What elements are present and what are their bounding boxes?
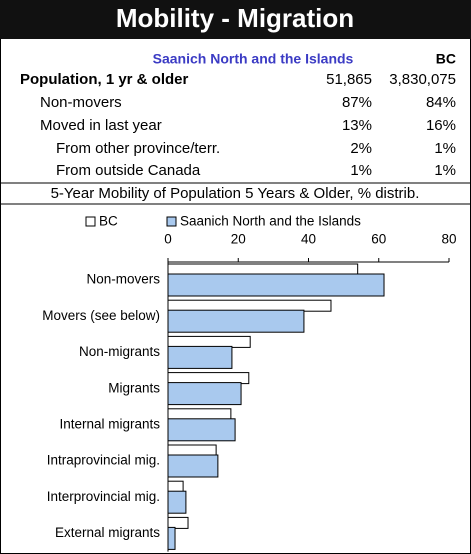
title: Mobility - Migration [116, 3, 354, 33]
bar [167, 516, 189, 529]
cell: 3,830,075 [389, 71, 456, 88]
chart-title: 5-Year Mobility of Population 5 Years & … [51, 185, 420, 202]
row-label: From other province/terr. [56, 140, 220, 157]
bar [167, 490, 187, 514]
bar [167, 372, 250, 385]
bar [167, 418, 236, 442]
cell: 1% [434, 140, 456, 157]
row-label: Non-movers [40, 94, 122, 111]
cell: 16% [426, 117, 456, 134]
bar [167, 345, 233, 369]
cell: 1% [350, 162, 372, 179]
cell: 84% [426, 94, 456, 111]
x-tick-label: 40 [301, 232, 316, 247]
x-tick-label: 60 [371, 232, 386, 247]
y-tick-label: Internal migrants [59, 416, 160, 431]
column-header: BC [436, 51, 456, 67]
bar [167, 480, 184, 493]
x-tick-label: 0 [164, 232, 172, 247]
title-bar [0, 0, 471, 39]
row-label: From outside Canada [56, 162, 201, 179]
column-header: Saanich North and the Islands [153, 51, 354, 67]
legend-swatch [85, 216, 96, 227]
bar [167, 444, 217, 457]
bar [167, 273, 385, 297]
bar [167, 335, 251, 348]
bar [167, 309, 305, 333]
y-tick-label: Movers (see below) [42, 308, 160, 323]
y-tick-label: Non-movers [86, 272, 160, 287]
bar [167, 454, 219, 478]
bar [167, 408, 232, 421]
row-label: Population, 1 yr & older [20, 71, 189, 88]
y-tick-label: External migrants [55, 525, 160, 540]
legend-label: Saanich North and the Islands [180, 214, 361, 229]
legend-swatch [166, 216, 177, 227]
y-tick-label: Migrants [108, 380, 160, 395]
x-tick-label: 80 [441, 232, 456, 247]
legend-label: BC [99, 214, 118, 229]
cell: 51,865 [326, 71, 372, 88]
bar [167, 526, 176, 550]
cell: 87% [342, 94, 372, 111]
bar [167, 263, 359, 276]
y-tick-label: Interprovincial mig. [47, 489, 160, 504]
bar [167, 299, 332, 312]
cell: 2% [350, 140, 372, 157]
row-label: Moved in last year [40, 117, 162, 134]
y-tick-label: Non-migrants [79, 344, 160, 359]
bar [167, 382, 242, 406]
y-tick-label: Intraprovincial mig. [47, 453, 160, 468]
x-tick-label: 20 [231, 232, 246, 247]
cell: 13% [342, 117, 372, 134]
cell: 1% [434, 162, 456, 179]
